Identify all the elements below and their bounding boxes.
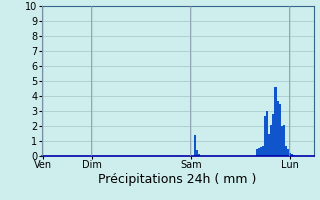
Bar xyxy=(270,124,272,156)
Bar xyxy=(279,104,281,156)
Bar xyxy=(293,154,295,156)
Bar xyxy=(194,135,196,156)
Bar xyxy=(262,146,264,156)
Bar xyxy=(266,111,268,156)
Bar xyxy=(268,134,270,156)
Bar xyxy=(260,147,262,156)
Bar xyxy=(283,124,285,156)
Bar xyxy=(291,154,293,156)
Bar xyxy=(264,116,266,156)
Bar xyxy=(196,150,198,156)
Bar xyxy=(276,100,279,156)
Bar xyxy=(285,146,287,156)
Bar xyxy=(275,87,276,156)
Bar xyxy=(258,148,260,156)
Bar xyxy=(198,154,200,156)
Bar xyxy=(287,148,289,156)
Bar xyxy=(281,126,283,156)
Bar xyxy=(289,153,291,156)
Bar xyxy=(256,148,258,156)
X-axis label: Précipitations 24h ( mm ): Précipitations 24h ( mm ) xyxy=(99,173,257,186)
Bar xyxy=(272,114,275,156)
